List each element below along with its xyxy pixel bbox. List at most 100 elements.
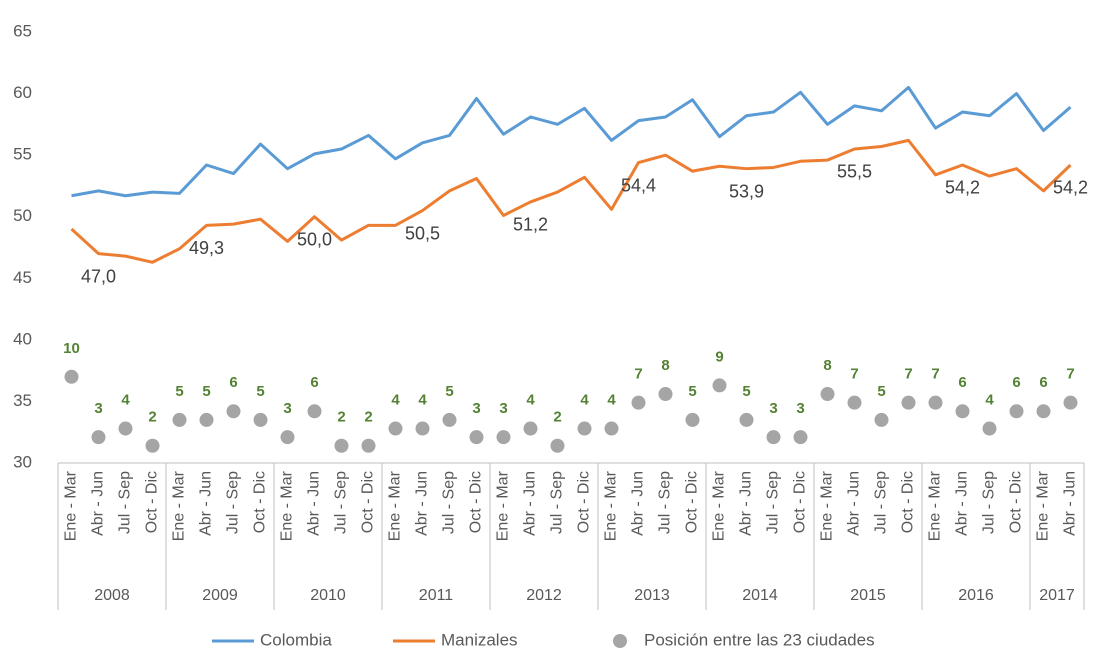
y-tick-label: 65 [13,21,32,40]
year-label: 2008 [94,587,130,604]
x-tick-label: Ene - Mar [63,470,80,541]
year-label: 2015 [850,587,886,604]
x-tick-label: Abr - Jun [738,471,755,536]
data-label: 4 [985,391,994,408]
data-label: 5 [742,383,750,400]
x-tick-label: Abr - Jun [846,471,863,536]
position-dot [658,387,673,402]
position-dot [847,395,862,410]
position-dot [307,404,322,419]
position-dot [1063,395,1078,410]
year-label: 2017 [1039,587,1075,604]
x-tick-label: Abr - Jun [414,471,431,536]
data-label: 5 [445,383,453,400]
data-label: 53,9 [729,181,764,201]
data-label: 4 [526,391,535,408]
position-dot [793,430,808,445]
position-dot [442,412,457,427]
data-label: 2 [337,409,345,426]
y-tick-label: 30 [13,452,32,471]
x-tick-label: Oct - Dic [576,471,593,533]
position-dot [1009,404,1024,419]
year-label: 2012 [526,587,562,604]
position-dot [415,421,430,436]
position-dot [523,421,538,436]
x-tick-label: Oct - Dic [792,471,809,533]
data-label: 7 [931,366,939,383]
position-dot [982,421,997,436]
data-label: 4 [418,391,427,408]
x-tick-label: Jul - Sep [873,471,890,534]
position-dot [361,438,376,453]
legend-label: Manizales [441,630,518,649]
x-tick-label: Jul - Sep [549,471,566,534]
x-tick-label: Oct - Dic [144,471,161,533]
legend-label: Colombia [260,630,332,649]
year-label: 2011 [419,587,454,604]
position-dot [199,412,214,427]
x-tick-label: Jul - Sep [657,471,674,534]
x-tick-label: Jul - Sep [765,471,782,534]
position-dot [172,412,187,427]
legend-swatch [613,634,627,648]
position-dot [145,438,160,453]
data-label: 8 [823,357,831,374]
data-label: 3 [283,400,291,417]
x-tick-label: Oct - Dic [900,471,917,533]
data-label: 54,2 [945,178,980,198]
x-tick-label: Ene - Mar [603,470,620,541]
x-tick-label: Jul - Sep [981,471,998,534]
data-label: 3 [472,400,480,417]
y-tick-label: 50 [13,206,32,225]
year-label: 2016 [958,587,994,604]
y-tick-label: 35 [13,391,32,410]
x-tick-label: Ene - Mar [495,470,512,541]
x-tick-label: Jul - Sep [333,471,350,534]
x-tick-label: Oct - Dic [1008,471,1025,533]
position-dot [955,404,970,419]
data-label: 2 [364,409,372,426]
data-label: 6 [958,374,966,391]
position-dot [901,395,916,410]
x-tick-label: Oct - Dic [360,471,377,533]
data-label: 55,5 [837,162,872,182]
data-label: 6 [310,374,318,391]
x-tick-label: Jul - Sep [225,471,242,534]
x-tick-label: Abr - Jun [1062,471,1079,536]
position-dot [766,430,781,445]
y-tick-label: 55 [13,145,32,164]
year-label: 2013 [634,587,670,604]
x-tick-label: Ene - Mar [279,470,296,541]
data-label: 6 [1012,374,1020,391]
x-tick-label: Ene - Mar [711,470,728,541]
x-tick-label: Abr - Jun [954,471,971,536]
x-tick-label: Oct - Dic [468,471,485,533]
data-label: 2 [553,409,561,426]
x-tick-label: Jul - Sep [117,471,134,534]
position-dot [64,369,79,384]
x-tick-label: Abr - Jun [522,471,539,536]
position-dot [91,430,106,445]
position-dot [1036,404,1051,419]
position-dot [739,412,754,427]
x-tick-label: Abr - Jun [198,471,215,536]
x-tick-label: Jul - Sep [441,471,458,534]
x-tick-label: Oct - Dic [252,471,269,533]
x-tick-label: Abr - Jun [90,471,107,536]
x-tick-label: Abr - Jun [306,471,323,536]
position-dot [928,395,943,410]
data-label: 7 [1066,366,1074,383]
y-tick-label: 40 [13,329,32,348]
data-label: 4 [580,391,589,408]
data-label: 9 [715,348,723,365]
position-dot [469,430,484,445]
data-label: 49,3 [189,238,224,258]
position-dot [631,395,646,410]
data-label: 8 [661,357,669,374]
data-label: 3 [499,400,507,417]
data-label: 5 [877,383,885,400]
position-dot [712,378,727,393]
x-tick-label: Ene - Mar [819,470,836,541]
year-label: 2009 [202,587,238,604]
x-tick-label: Ene - Mar [387,470,404,541]
